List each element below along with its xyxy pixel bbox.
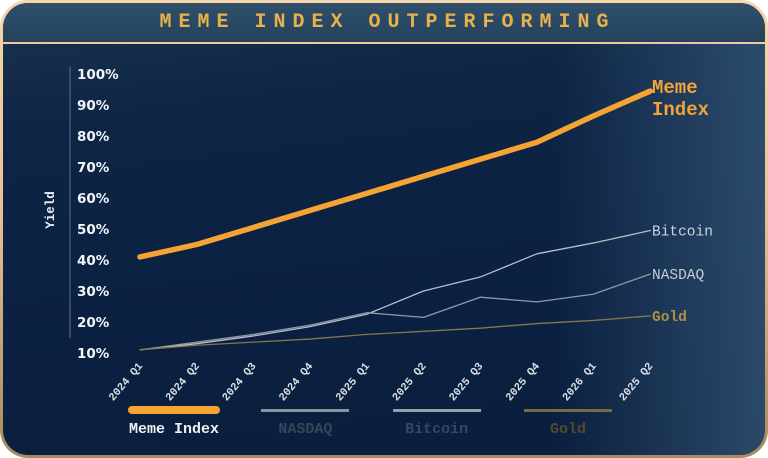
x-tick-label: 2024 Q2 bbox=[164, 361, 203, 404]
series-line-gold bbox=[139, 315, 651, 351]
y-tick-label: 10% bbox=[77, 346, 110, 362]
card-body: MEME INDEX OUTPERFORMING Yield 100% 90% 80… bbox=[3, 3, 765, 455]
legend-item-bitcoin[interactable]: Bitcoin bbox=[373, 406, 501, 438]
y-tick-label: 70% bbox=[77, 160, 110, 176]
line-chart: 100% 90% 80% 70% 60% 50% 40% 30% 20% 10%2024 Q1 20… bbox=[69, 66, 713, 404]
legend-label-gold: Gold bbox=[549, 421, 586, 438]
x-tick-label: 2026 Q1 bbox=[561, 361, 600, 404]
legend-swatch-nasdaq bbox=[261, 409, 350, 412]
series-end-label-meme-index: Meme bbox=[652, 77, 698, 99]
series-end-label-gold: Gold bbox=[652, 310, 687, 326]
x-tick-label: 2025 Q3 bbox=[447, 361, 486, 404]
legend: Meme Index NASDAQ Bitcoin Gold bbox=[110, 406, 632, 438]
y-tick-label: 80% bbox=[77, 129, 110, 145]
legend-item-nasdaq[interactable]: NASDAQ bbox=[241, 406, 369, 438]
legend-label-bitcoin: Bitcoin bbox=[405, 421, 469, 438]
y-tick-label: 100% bbox=[77, 67, 119, 83]
legend-swatch-meme-index bbox=[128, 406, 220, 414]
legend-label-nasdaq: NASDAQ bbox=[278, 421, 333, 438]
legend-swatch-gold bbox=[523, 409, 612, 412]
x-tick-label: 2024 Q4 bbox=[277, 361, 316, 404]
series-end-label-nasdaq: NASDAQ bbox=[652, 268, 705, 284]
x-tick-label: 2024 Q3 bbox=[221, 361, 260, 404]
y-tick-label: 60% bbox=[77, 191, 110, 207]
series-end-label-meme-index: Index bbox=[652, 99, 709, 121]
y-tick-label: 40% bbox=[77, 253, 110, 269]
title-banner: MEME INDEX OUTPERFORMING bbox=[3, 3, 765, 44]
y-tick-label: 90% bbox=[77, 98, 110, 114]
series-line-nasdaq bbox=[139, 273, 651, 351]
legend-swatch-bitcoin bbox=[392, 409, 481, 412]
series-line-bitcoin bbox=[139, 229, 651, 351]
legend-item-meme-index[interactable]: Meme Index bbox=[110, 406, 238, 438]
legend-item-gold[interactable]: Gold bbox=[504, 406, 632, 438]
x-tick-label: 2025 Q1 bbox=[334, 361, 373, 404]
series-end-label-bitcoin: Bitcoin bbox=[652, 225, 713, 241]
x-tick-label: 2025 Q2 bbox=[391, 361, 430, 404]
y-tick-label: 20% bbox=[77, 315, 110, 331]
page-title: MEME INDEX OUTPERFORMING bbox=[159, 11, 616, 34]
x-tick-label: 2025 Q2 bbox=[617, 361, 656, 404]
x-tick-label: 2024 Q1 bbox=[107, 361, 146, 404]
y-tick-label: 30% bbox=[77, 284, 110, 300]
series-line-meme-index bbox=[137, 88, 654, 260]
y-tick-label: 50% bbox=[77, 222, 110, 238]
legend-label-meme-index: Meme Index bbox=[128, 421, 219, 438]
x-tick-label: 2025 Q4 bbox=[504, 361, 543, 404]
